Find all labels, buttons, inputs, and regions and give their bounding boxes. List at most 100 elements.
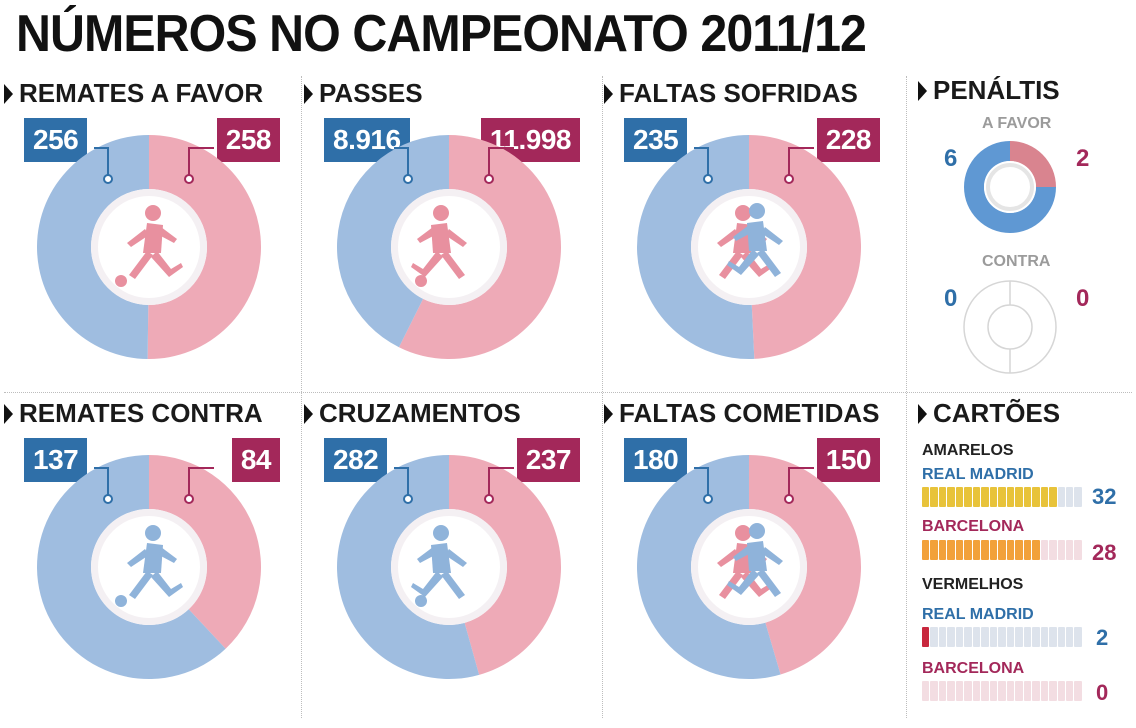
chart-title: FALTAS SOFRIDAS <box>619 78 858 108</box>
value-label-right: 228 <box>816 118 880 162</box>
player-kicking-icon <box>115 525 183 607</box>
player-head <box>433 525 449 541</box>
connector-left <box>94 467 109 497</box>
card-slot <box>981 487 989 507</box>
player-arm <box>761 227 783 245</box>
pen-favor-hole <box>984 161 1036 213</box>
card-slot <box>1023 487 1032 507</box>
card-slot <box>922 540 930 560</box>
card-slot <box>1057 627 1065 647</box>
card-slot <box>1032 540 1040 560</box>
card-slot <box>1023 540 1032 560</box>
ball-icon <box>115 275 127 287</box>
slice-left <box>637 135 755 359</box>
card-slot <box>947 487 955 507</box>
player-torso <box>747 541 767 571</box>
player-torso <box>431 543 451 573</box>
card-slot <box>1006 681 1015 701</box>
player-leg <box>441 571 465 599</box>
arrow-icon <box>604 404 613 424</box>
connector-dot-left <box>703 494 713 504</box>
player-arm <box>717 229 739 247</box>
vermelhos-barcelona-bar <box>922 681 1082 701</box>
card-slot <box>1006 487 1015 507</box>
card-slot <box>930 540 938 560</box>
slice-right <box>749 135 861 359</box>
card-slot <box>1074 540 1082 560</box>
player-leg <box>757 569 781 597</box>
chart-faltas-sofridas: FALTAS SOFRIDAS 235 228 <box>604 78 906 408</box>
card-slot <box>1065 540 1074 560</box>
card-slot <box>947 681 955 701</box>
cartoes-header: CARTÕES <box>918 398 1060 429</box>
card-slot <box>1032 681 1040 701</box>
slice-left <box>337 455 480 679</box>
penaltis-title: PENÁLTIS <box>933 75 1060 105</box>
amarelos-barcelona-bar <box>922 540 1082 560</box>
divider <box>4 392 1132 393</box>
amarelos-label: AMARELOS <box>922 442 1014 459</box>
player-head <box>735 525 751 541</box>
connector-dot-right <box>184 174 194 184</box>
arrow-icon <box>4 84 13 104</box>
penaltis-contra-label: CONTRA <box>982 253 1051 270</box>
card-slot <box>1032 487 1040 507</box>
vermelhos-real-madrid-bar <box>922 627 1082 647</box>
player-head <box>749 203 765 219</box>
players-tackle-icon <box>717 203 783 279</box>
arrow-icon <box>604 84 613 104</box>
amarelos-real-madrid-label: REAL MADRID <box>922 466 1034 483</box>
vermelhos-barcelona-count: 0 <box>1096 680 1109 705</box>
card-slot <box>1015 627 1023 647</box>
card-slot <box>938 681 947 701</box>
penaltis-header: PENÁLTIS <box>918 75 1060 106</box>
chart-title: REMATES CONTRA <box>19 398 263 428</box>
card-slot <box>1065 487 1074 507</box>
card-slot <box>964 681 972 701</box>
card-slot <box>1006 627 1015 647</box>
penaltis-contra-right: 0 <box>1076 285 1090 312</box>
slice-left <box>36 135 149 359</box>
chart-title: REMATES A FAVOR <box>19 78 264 108</box>
card-slot <box>930 681 938 701</box>
player-torso <box>143 223 163 253</box>
connector-right <box>788 147 814 177</box>
player-arm <box>733 545 751 561</box>
slice-right <box>449 455 562 675</box>
connector-left <box>694 467 709 497</box>
slice-right <box>147 135 261 359</box>
connector-left <box>394 147 409 177</box>
amarelos-barcelona-label: BARCELONA <box>922 518 1025 535</box>
card-slot <box>1015 681 1023 701</box>
connector-dot-right <box>484 174 494 184</box>
chart-remates-a-favor: REMATES A FAVOR 256 258 <box>4 78 306 408</box>
value-label-left: 235 <box>624 118 688 162</box>
ball-icon <box>415 595 427 607</box>
card-slot <box>1057 487 1065 507</box>
card-slot <box>981 627 989 647</box>
arrow-icon <box>4 404 13 424</box>
penaltis-a-favor-right: 2 <box>1076 145 1090 172</box>
card-slot <box>972 627 981 647</box>
value-label-right: 84 <box>231 438 280 482</box>
donut-svg <box>637 455 862 679</box>
card-slot <box>998 681 1006 701</box>
donut-svg <box>637 135 861 359</box>
card-slot <box>922 487 930 507</box>
value-label-left: 137 <box>24 438 88 482</box>
player-leg <box>129 571 153 599</box>
connector-right <box>188 467 214 497</box>
card-slot <box>955 540 964 560</box>
connector-dot-right <box>484 494 494 504</box>
player-leg <box>151 251 183 277</box>
chart-title: CRUZAMENTOS <box>319 398 521 428</box>
card-slot <box>964 540 972 560</box>
player-leg <box>727 569 759 595</box>
player-head <box>735 205 751 221</box>
chart-remates-contra: REMATES CONTRA 137 84 <box>4 398 306 728</box>
chart-title: PASSES <box>319 78 423 108</box>
card-slot <box>964 627 972 647</box>
player-leg <box>151 571 183 597</box>
player-arm <box>127 549 149 567</box>
player-leg <box>411 251 443 277</box>
